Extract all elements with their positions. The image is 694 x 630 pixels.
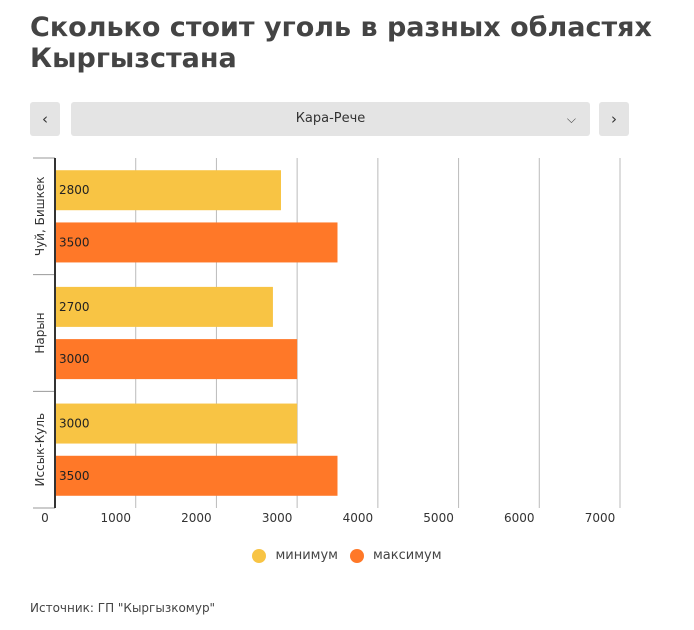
category-label: Нарын (33, 312, 47, 353)
legend-label-max: максимум (372, 548, 442, 563)
legend-label-min: минимум (275, 548, 338, 563)
category-label: Иссык-Куль (33, 413, 47, 487)
x-tick-label: 6000 (504, 511, 535, 525)
category-label: Чуй, Бишкек (33, 177, 47, 257)
bar-min (55, 286, 273, 327)
chevron-left-icon: ‹ (42, 110, 48, 128)
next-button[interactable]: › (599, 102, 629, 136)
legend: минимум максимум (0, 548, 694, 563)
x-tick-label: 5000 (423, 511, 454, 525)
x-tick-label: 3000 (262, 511, 293, 525)
region-select[interactable]: Кара-Рече ⌵ (71, 102, 590, 136)
bar-max (55, 455, 338, 496)
bar-min (55, 403, 298, 444)
legend-swatch-max (349, 548, 364, 563)
bar-min (55, 170, 281, 211)
x-tick-label: 7000 (585, 511, 616, 525)
legend-item-min[interactable]: минимум (252, 548, 338, 563)
data-label: 3000 (59, 352, 90, 366)
data-label: 2800 (59, 183, 90, 197)
legend-swatch-min (252, 548, 267, 563)
bar-chart: 2800 3500 Чуй, Бишкек 2700 3000 Нарын 3000 3500… (33, 157, 621, 525)
x-tick-label: 1000 (100, 511, 131, 525)
x-tick-label: 4000 (343, 511, 374, 525)
data-label: 3500 (59, 235, 90, 249)
source-note: Источник: ГП "Кыргызкомур" (30, 601, 216, 615)
chevron-down-icon: ⌵ (566, 112, 576, 126)
legend-item-max[interactable]: максимум (349, 548, 442, 563)
region-select-value: Кара-Рече (295, 111, 366, 126)
bar-max (55, 339, 298, 380)
data-label: 2700 (59, 300, 90, 314)
x-tick-label: 0 (41, 511, 49, 525)
chart-title: Сколько стоит уголь в разных областях Кы… (30, 12, 652, 74)
chevron-right-icon: › (611, 110, 617, 128)
previous-button[interactable]: ‹ (30, 102, 60, 136)
x-tick-label: 2000 (181, 511, 212, 525)
data-label: 3500 (59, 469, 90, 483)
data-label: 3000 (59, 417, 90, 431)
bar-max (55, 222, 338, 263)
